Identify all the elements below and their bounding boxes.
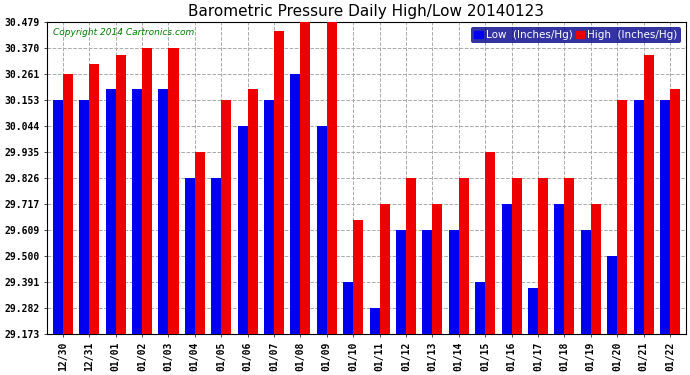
Bar bbox=[211, 178, 221, 334]
Bar bbox=[159, 89, 168, 334]
Bar bbox=[433, 204, 442, 334]
Bar bbox=[142, 48, 152, 334]
Bar bbox=[79, 100, 89, 334]
Title: Barometric Pressure Daily High/Low 20140123: Barometric Pressure Daily High/Low 20140… bbox=[188, 4, 544, 19]
Bar bbox=[633, 100, 644, 334]
Bar bbox=[370, 308, 380, 334]
Bar bbox=[644, 55, 653, 334]
Bar bbox=[53, 100, 63, 334]
Bar bbox=[511, 178, 522, 334]
Bar bbox=[343, 282, 353, 334]
Bar bbox=[274, 31, 284, 334]
Bar bbox=[248, 89, 257, 334]
Bar bbox=[317, 126, 327, 334]
Bar bbox=[528, 288, 538, 334]
Bar bbox=[327, 22, 337, 334]
Bar bbox=[670, 89, 680, 334]
Bar bbox=[237, 126, 248, 334]
Bar bbox=[380, 204, 390, 334]
Bar bbox=[396, 230, 406, 334]
Bar bbox=[422, 230, 433, 334]
Bar bbox=[475, 282, 485, 334]
Bar bbox=[132, 89, 142, 334]
Bar bbox=[617, 100, 627, 334]
Bar bbox=[264, 100, 274, 334]
Bar bbox=[185, 178, 195, 334]
Bar bbox=[564, 178, 575, 334]
Bar bbox=[168, 48, 179, 334]
Bar bbox=[353, 220, 363, 334]
Bar bbox=[485, 152, 495, 334]
Bar bbox=[502, 204, 511, 334]
Bar bbox=[106, 89, 116, 334]
Text: Copyright 2014 Cartronics.com: Copyright 2014 Cartronics.com bbox=[53, 28, 195, 37]
Bar bbox=[406, 178, 416, 334]
Bar bbox=[554, 204, 564, 334]
Bar bbox=[300, 22, 310, 334]
Bar bbox=[581, 230, 591, 334]
Bar bbox=[63, 74, 73, 334]
Bar bbox=[448, 230, 459, 334]
Bar bbox=[660, 100, 670, 334]
Bar bbox=[290, 74, 300, 334]
Bar bbox=[89, 64, 99, 334]
Bar bbox=[607, 256, 617, 334]
Bar bbox=[538, 178, 548, 334]
Bar bbox=[195, 152, 205, 334]
Bar bbox=[221, 100, 231, 334]
Bar bbox=[459, 178, 469, 334]
Legend: Low  (Inches/Hg), High  (Inches/Hg): Low (Inches/Hg), High (Inches/Hg) bbox=[471, 27, 680, 43]
Bar bbox=[591, 204, 601, 334]
Bar bbox=[116, 55, 126, 334]
